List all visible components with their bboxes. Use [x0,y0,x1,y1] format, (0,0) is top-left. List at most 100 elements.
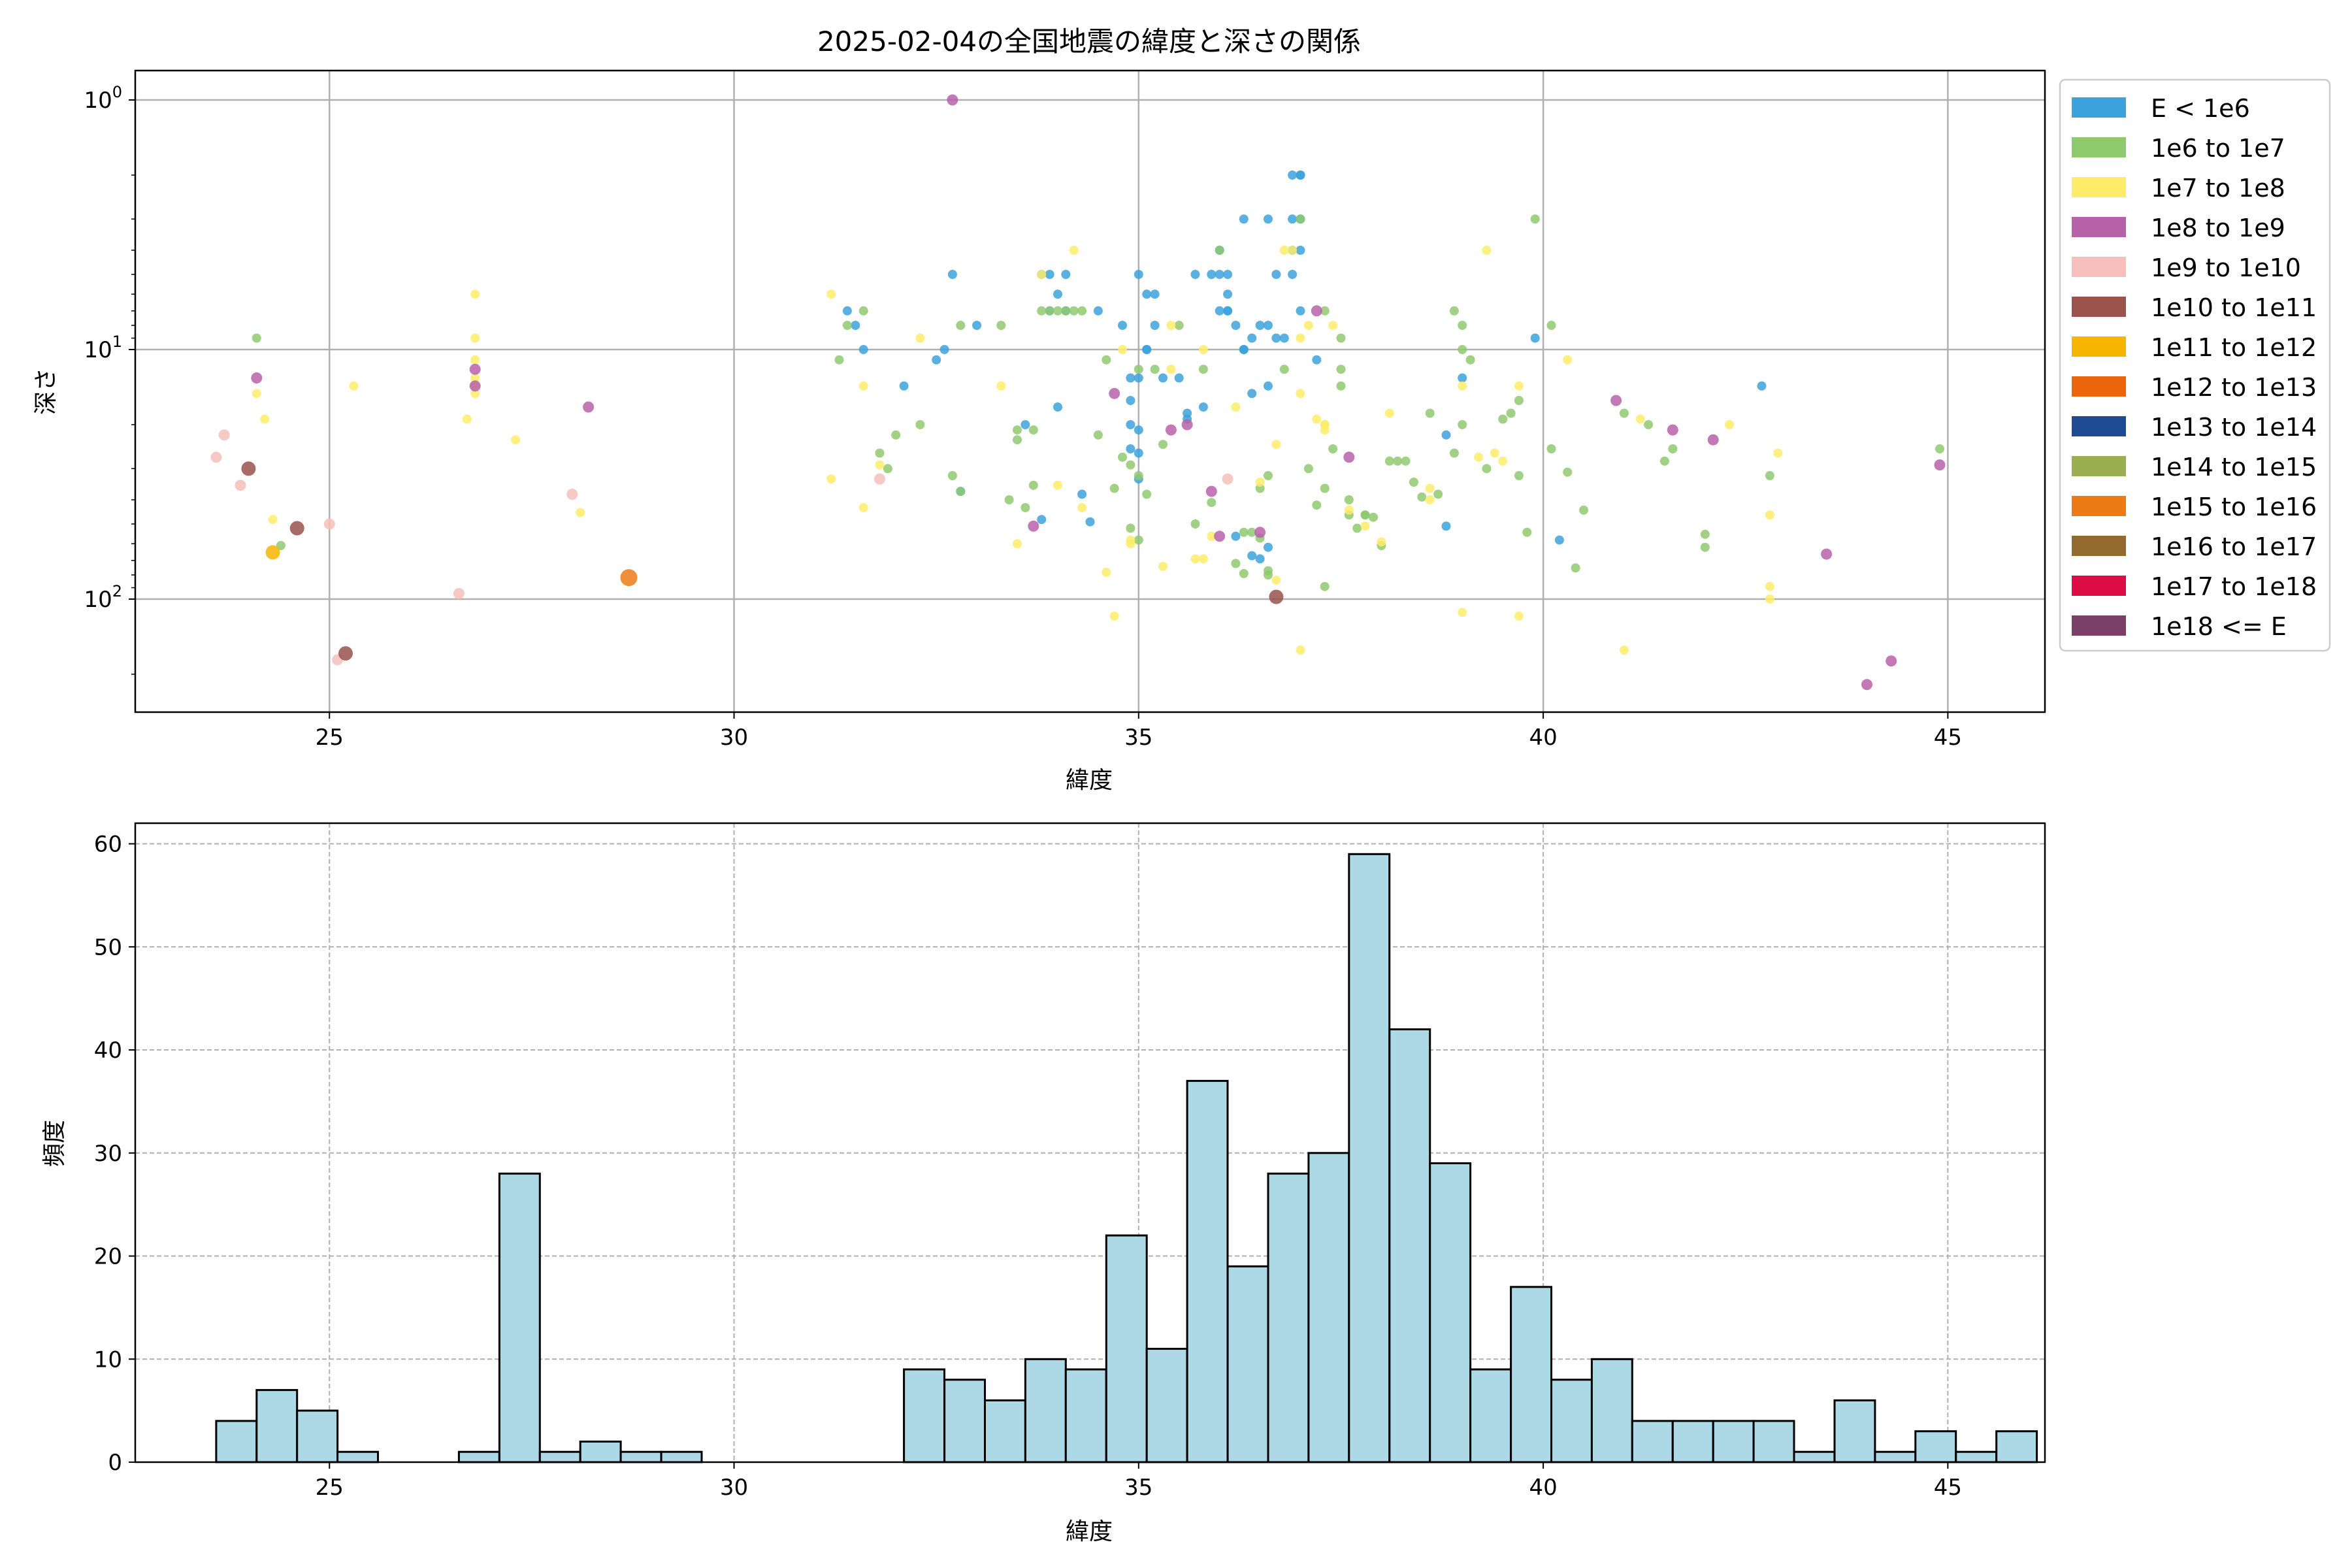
histogram-y-tick-label: 30 [94,1141,122,1167]
scatter-y-tick-label: 100 [84,83,122,114]
scatter-point [1077,489,1087,499]
scatter-point [1013,425,1022,435]
histogram-y-tick-label: 40 [94,1037,122,1064]
scatter-point [1264,214,1273,224]
histogram-bar [1186,1079,1229,1463]
scatter-point [1126,539,1135,549]
histogram-bar [984,1399,1026,1463]
scatter-point [1126,373,1135,383]
scatter-point [1458,373,1467,383]
scatter-point [858,503,868,512]
histogram-bar [457,1450,500,1463]
scatter-point [1037,270,1047,279]
scatter-point [218,429,230,441]
histogram-bar [1631,1420,1674,1463]
scatter-point [1498,456,1508,466]
legend-swatch [2072,376,2126,397]
scatter-point [1028,520,1039,532]
histogram-y-tick-label: 10 [94,1347,122,1373]
scatter-point [1707,434,1719,446]
scatter-point [1109,612,1119,621]
scatter-point [1142,489,1152,499]
legend-swatch [2072,536,2126,556]
scatter-point [947,471,957,480]
scatter-point [469,380,481,392]
histogram-bar [1793,1450,1836,1463]
scatter-point [1296,333,1305,343]
scatter-point [1174,321,1184,330]
scatter-point [1239,345,1249,354]
scatter-point [1247,551,1257,561]
scatter-x-tick-label: 40 [1529,725,1557,751]
histogram-y-tick-label: 0 [108,1450,122,1476]
scatter-point [1320,420,1330,429]
scatter-point [1458,420,1467,429]
scatter-point [1134,471,1143,480]
scatter-point [1303,464,1313,474]
scatter-point [469,363,481,375]
scatter-point [583,401,595,413]
scatter-point [1377,537,1386,547]
scatter-point [1579,505,1588,515]
scatter-point [1183,408,1192,418]
histogram-panel: 25 30 35 40 45 0 10 20 30 40 50 60 緯度 頻度 [41,822,2046,1545]
histogram-bar [1995,1430,2038,1463]
scatter-point [566,489,578,500]
scatter-x-tick-label: 25 [316,725,344,751]
scatter-point [883,464,892,474]
scatter-point [1247,527,1257,537]
scatter-point [252,333,261,343]
scatter-point [1264,381,1273,391]
legend-label: 1e16 to 1e17 [2151,532,2317,561]
scatter-points [210,94,1946,691]
scatter-point [1312,500,1322,510]
scatter-x-tick-label: 30 [720,725,748,751]
scatter-point [1344,505,1354,515]
scatter-point [996,321,1006,330]
scatter-point [1142,289,1152,299]
legend-swatch [2072,496,2126,516]
histogram-bar [255,1389,299,1463]
scatter-point [1255,478,1265,487]
scatter-point [1546,444,1556,453]
scatter-point [1563,355,1573,365]
scatter-point [453,588,465,599]
scatter-point [1223,306,1233,316]
scatter-point [1150,365,1160,374]
scatter-point [1320,306,1330,316]
scatter-point [1013,435,1022,445]
scatter-point [1619,645,1629,655]
histogram-bar [1105,1234,1148,1463]
scatter-point [1886,655,1897,667]
scatter-point [1668,444,1678,453]
scatter-point [1239,527,1249,537]
scatter-point [1198,554,1208,564]
legend-swatch [2072,97,2126,118]
scatter-point [875,460,885,470]
histogram-bar [619,1450,662,1463]
legend-label: E < 1e6 [2151,94,2250,123]
scatter-point [1474,452,1483,462]
scatter-point [1181,419,1193,431]
scatter-point [1296,246,1305,255]
scatter-point [1328,321,1338,330]
scatter-point [251,372,263,384]
histogram-bar [1307,1152,1350,1463]
legend-label: 1e12 to 1e13 [2151,373,2317,402]
histogram-bar [498,1172,541,1463]
scatter-point [1320,483,1330,493]
histogram-bar [1348,853,1391,1463]
scatter-point [1458,321,1467,330]
scatter-x-tick-label: 35 [1124,725,1152,751]
scatter-point [1158,373,1168,383]
scatter-point [1296,306,1305,316]
histogram-bar [1388,1028,1431,1463]
scatter-point [1126,420,1135,429]
scatter-point [289,521,304,536]
scatter-point [576,508,585,517]
scatter-point [1288,246,1298,255]
scatter-point [1264,321,1273,330]
scatter-point [1231,402,1241,412]
scatter-point [1433,489,1443,499]
histogram-bar [1712,1420,1755,1463]
